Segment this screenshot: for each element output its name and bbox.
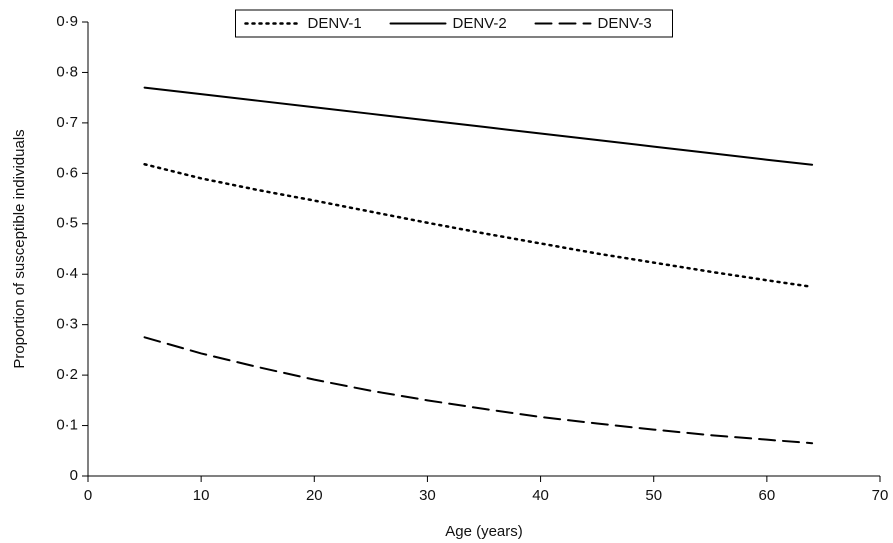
x-tick-label: 50	[645, 487, 662, 504]
legend-label: DENV-3	[598, 15, 652, 32]
x-tick-label: 60	[759, 487, 776, 504]
x-tick-label: 10	[193, 487, 210, 504]
y-tick-label: 0·6	[56, 164, 78, 181]
x-tick-label: 70	[872, 487, 889, 504]
x-tick-label: 0	[84, 487, 92, 504]
y-tick-label: 0·8	[56, 63, 78, 80]
x-axis-label: Age (years)	[445, 523, 523, 540]
y-tick-label: 0	[70, 467, 78, 484]
x-tick-label: 30	[419, 487, 436, 504]
y-tick-label: 0·4	[56, 265, 78, 282]
x-tick-label: 40	[532, 487, 549, 504]
y-tick-label: 0·5	[56, 215, 78, 232]
y-tick-label: 0·9	[56, 13, 78, 30]
legend-label: DENV-2	[453, 15, 507, 32]
y-tick-label: 0·3	[56, 316, 78, 333]
y-tick-label: 0·2	[56, 366, 78, 383]
y-axis-label: Proportion of susceptible individuals	[11, 129, 28, 368]
legend-box	[235, 9, 673, 38]
y-tick-label: 0·7	[56, 114, 78, 131]
series-line	[143, 163, 814, 289]
y-tick-label: 0·1	[56, 417, 78, 434]
x-tick-label: 20	[306, 487, 323, 504]
legend-label: DENV-1	[308, 15, 362, 32]
series-line	[143, 86, 814, 166]
series-line	[143, 336, 814, 445]
